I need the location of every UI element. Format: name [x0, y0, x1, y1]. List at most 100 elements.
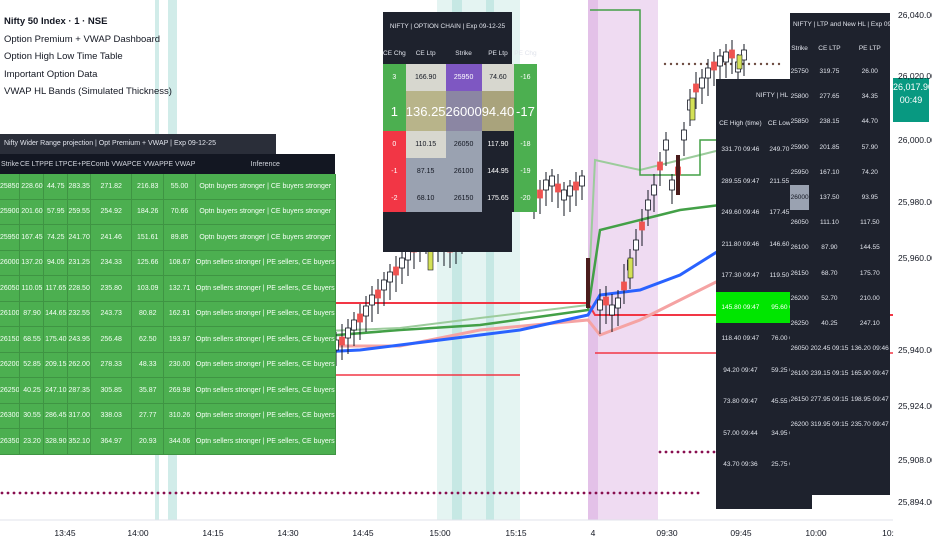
dot — [234, 491, 238, 495]
dot — [675, 62, 679, 66]
dot — [168, 491, 172, 495]
dot — [648, 491, 652, 495]
table-cell: 27.77 — [131, 403, 165, 429]
price-tick-label: 25,908.00 — [898, 455, 932, 465]
dot — [342, 491, 346, 495]
dot — [666, 491, 670, 495]
time-tick-label: 15:00 — [429, 528, 451, 538]
table-cell: 167.10 — [819, 168, 840, 176]
indicator-label[interactable]: VWAP HL Bands (Simulated Thickness) — [4, 86, 172, 97]
table-row: 26350 23.20 328.90 352.10 364.97 20.93 344.06 O… — [0, 428, 336, 455]
time-tick-label: 14:15 — [202, 528, 224, 538]
dot — [204, 491, 208, 495]
time-tick-label: 13:45 — [54, 528, 76, 538]
table-cell: 26050 — [445, 131, 482, 158]
current-price-label: 26,017.90 00:49 — [893, 78, 932, 122]
indicator-label[interactable]: Option High Low Time Table — [4, 51, 123, 62]
dot — [144, 491, 148, 495]
candle-body — [387, 271, 393, 283]
candle-body — [689, 97, 696, 121]
dot — [24, 491, 28, 495]
step-line — [590, 9, 780, 176]
table-cell: 317.00 — [67, 403, 92, 429]
table-cell: 175.70 — [859, 269, 880, 277]
table-cell: 310.26 — [163, 403, 196, 429]
table-cell: 184.26 — [131, 199, 165, 225]
table-cell: 26150 — [445, 185, 482, 212]
table-cell: Optn sellers stronger | PE sellers, CE b… — [195, 275, 336, 302]
table-cell: 87.90 — [19, 301, 45, 327]
table-cell: 25800 — [790, 93, 809, 101]
table-cell: 70.66 — [163, 199, 196, 225]
table-cell: 144.55 — [859, 244, 880, 252]
column-header: Strike — [455, 49, 472, 57]
table-row: 289.55 09:47 211.55 09:15 — [716, 166, 812, 198]
dot — [546, 491, 550, 495]
table-cell: 289.55 09:47 — [721, 177, 760, 185]
table-row: 26250 40.25 247.10 — [790, 311, 890, 336]
price-tick-label: 25,980.00 — [898, 197, 932, 207]
dot — [474, 491, 478, 495]
dot — [132, 491, 136, 495]
table-row: 25950 167.10 74.20 — [790, 160, 890, 185]
dot — [600, 491, 604, 495]
table-row: 177.30 09:47 119.50 09:15 — [716, 260, 812, 292]
candle-body — [729, 49, 735, 59]
candle-body — [621, 281, 627, 291]
candle-body — [549, 175, 555, 187]
table-row: 25800 277.65 34.35 — [790, 84, 890, 109]
dot — [306, 491, 310, 495]
dot — [372, 491, 376, 495]
table-cell: 94.40 — [481, 91, 515, 131]
dot — [700, 450, 704, 454]
dot — [270, 491, 274, 495]
column-header: PE LTP — [858, 44, 881, 52]
column-header: CE Chg — [383, 49, 406, 57]
table-cell: 232.55 — [67, 301, 92, 327]
table-row: 26100 239.15 09:15 165.90 09:47 — [790, 361, 890, 386]
dot — [672, 491, 676, 495]
dot — [246, 491, 250, 495]
table-cell: 117.50 — [860, 219, 880, 227]
table-cell: 198.95 09:47 — [850, 395, 889, 403]
dot — [480, 491, 484, 495]
symbol-title[interactable]: Nifty 50 Index · 1 · NSE — [4, 16, 108, 27]
table-cell: 352.10 — [67, 428, 92, 455]
dot — [618, 491, 622, 495]
indicator-label[interactable]: Important Option Data — [4, 68, 98, 80]
dot — [252, 491, 256, 495]
table-cell: -19 — [514, 158, 537, 185]
table-cell: 209.15 — [43, 352, 69, 378]
table-cell: 25850 — [0, 174, 21, 200]
dot — [192, 491, 196, 495]
table-cell: 25950 — [790, 168, 809, 176]
table-cell: 73.80 09:47 — [723, 398, 758, 406]
table-cell: 26.00 — [861, 68, 878, 76]
table-cell: 277.65 — [819, 93, 840, 101]
candle-body — [555, 183, 561, 193]
dot — [688, 450, 692, 454]
table-cell: 132.71 — [163, 275, 196, 302]
table-cell: 162.91 — [163, 301, 196, 327]
table-row: 25900 201.85 57.90 — [790, 135, 890, 160]
dot — [564, 491, 568, 495]
table-cell: 125.66 — [131, 250, 165, 276]
table-cell: 202.45 09:15 — [810, 345, 849, 353]
indicator-label[interactable]: Option Premium + VWAP Dashboard — [4, 33, 161, 45]
dot — [228, 491, 232, 495]
table-cell: 23.20 — [19, 428, 45, 455]
table-cell: 239.15 09:15 — [810, 370, 849, 378]
dot — [432, 491, 436, 495]
table-cell: 118.40 09:47 — [721, 335, 760, 343]
candle-body — [579, 175, 585, 187]
table-cell: 231.25 — [67, 250, 92, 276]
table-row: 25850 228.60 44.75 283.35 271.82 216.83 55.00 O… — [0, 174, 336, 200]
table-cell: 26150 — [0, 326, 21, 353]
table-cell: -18 — [514, 131, 537, 158]
table-cell: 94.05 — [43, 250, 69, 276]
column-header: PE LTP — [43, 154, 68, 174]
candle-body — [651, 184, 657, 196]
dot — [72, 491, 76, 495]
table-cell: 319.75 — [819, 68, 840, 76]
